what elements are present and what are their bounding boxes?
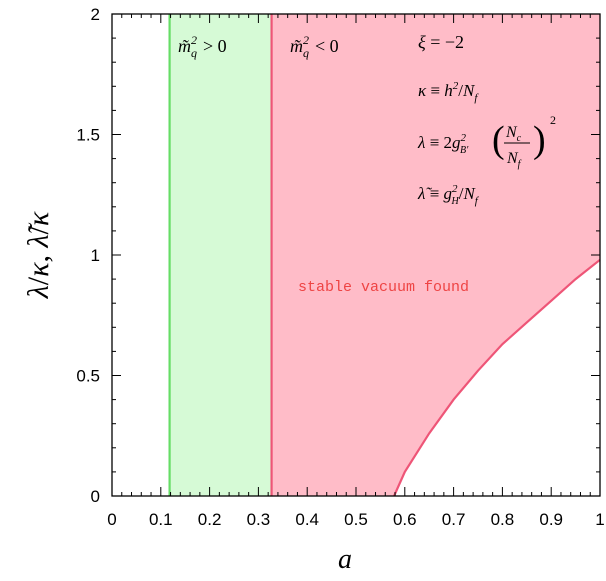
x-axis-label: a [338, 544, 352, 575]
svg-text:(: ( [492, 119, 505, 161]
y-tick-label: 1 [91, 246, 100, 265]
x-tick-label: 0.7 [442, 510, 466, 529]
x-tick-label: 0.4 [295, 510, 319, 529]
xi-definition: ξ = −2 [418, 32, 464, 52]
region-label-positive: m̃2 q > 0 [178, 33, 227, 60]
x-tick-label: 0.6 [393, 510, 417, 529]
region-label-negative: m̃2 q < 0 [290, 33, 339, 60]
x-tick-label: 0 [107, 510, 116, 529]
y-axis-label: λ/κ, λ̃/κ [22, 211, 55, 299]
x-tick-label: 0.1 [149, 510, 173, 529]
x-tick-label: 0.8 [491, 510, 515, 529]
lambda-tilde-definition: λ̃ ≡ g2 H/Nf [417, 183, 480, 207]
svg-text:): ) [533, 119, 546, 161]
ticks-layer: 0 0.1 0.2 0.3 0.4 0.5 0.6 0.7 0.8 0.9 1 0 0.5 1 1.5 2 [76, 5, 604, 529]
regions-layer [168, 14, 601, 497]
x-tick-label: 0.2 [198, 510, 222, 529]
x-tick-label: 1 [595, 510, 604, 529]
x-tick-label: 0.5 [344, 510, 368, 529]
region-fill-0 [169, 14, 272, 496]
y-tick-label: 0 [91, 487, 100, 506]
y-tick-label: 0.5 [76, 367, 100, 386]
y-tick-label: 2 [91, 5, 100, 24]
x-tick-label: 0.3 [247, 510, 271, 529]
svg-text:λ/κ, λ̃/κ: λ/κ, λ̃/κ [22, 211, 55, 299]
y-tick-label: 1.5 [76, 126, 100, 145]
boundary-curve [393, 258, 601, 497]
lambda-definition: λ ≡ 2g2 B′ ( Nc Nf ) 2 [417, 113, 556, 170]
kappa-definition: κ ≡ h2/Nf [418, 80, 479, 104]
unstable-region [394, 259, 600, 496]
x-tick-label: 0.9 [539, 510, 563, 529]
stable-vacuum-label: stable vacuum found [298, 279, 469, 296]
svg-text:2: 2 [550, 113, 556, 127]
